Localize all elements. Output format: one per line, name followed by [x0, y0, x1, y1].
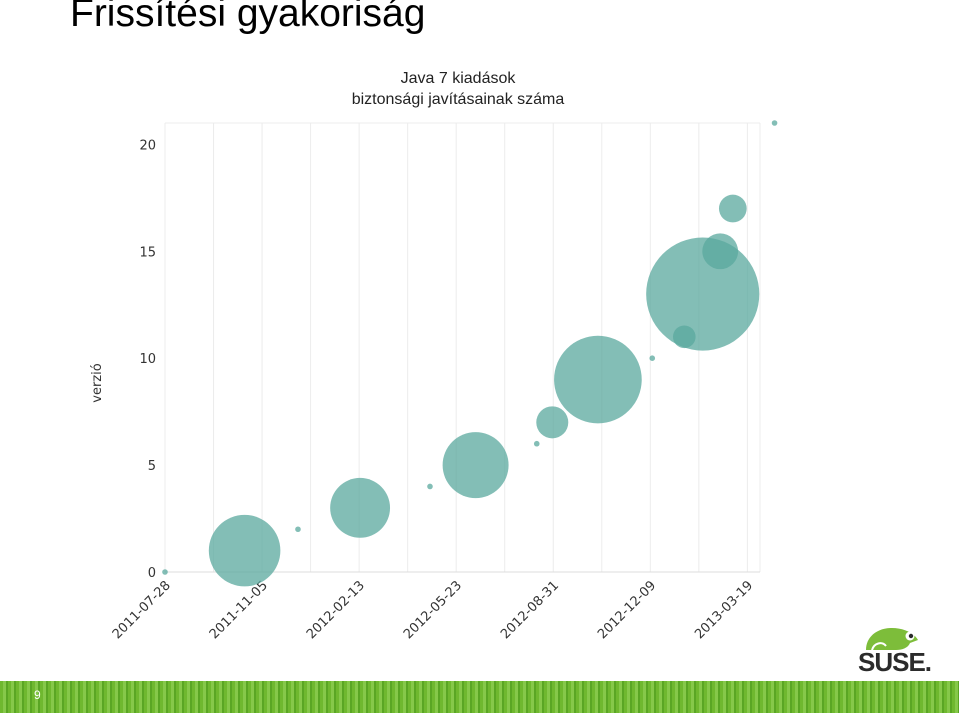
x-tick-label: 2012-05-23 [401, 578, 465, 642]
x-tick-label: 2012-08-31 [498, 578, 562, 642]
y-tick-label: 10 [139, 352, 156, 367]
y-tick-label: 15 [139, 245, 156, 260]
bubble-v15 [702, 233, 739, 270]
page-number: 9 [34, 688, 41, 702]
bubble-v3 [330, 477, 391, 538]
bubble-v5 [442, 432, 509, 499]
tick-layer: 0 5 10 15 20 2011-07-28 2011-11-05 2012-02-13 20… [110, 138, 756, 642]
slide-title: Frissítési gyakoriság [70, 0, 426, 35]
bubble-v13 [646, 237, 760, 351]
y-tick-label: 0 [148, 566, 156, 581]
footer-bar [0, 681, 959, 713]
bubble-v7 [536, 406, 569, 439]
chameleon-icon [866, 628, 918, 651]
bubble-v6 [533, 440, 540, 447]
x-tick-label: 2012-02-13 [304, 578, 368, 642]
x-tick-label: 2012-12-09 [595, 578, 659, 642]
x-tick-label: 2011-07-28 [110, 578, 174, 642]
bubble-v21 [771, 120, 778, 126]
x-tick-label: 2013-03-19 [692, 578, 756, 642]
chart-title: Java 7 kiadások [401, 70, 517, 87]
x-tick-label: 2011-11-05 [207, 578, 271, 642]
bubble-v4 [427, 483, 433, 490]
bubble-v11 [672, 325, 696, 349]
bubble-v2 [295, 526, 301, 533]
grid-layer [164, 122, 761, 573]
bubble-v9 [554, 335, 642, 424]
suse-logo: SUSE. [858, 626, 950, 677]
bubble-v10 [649, 355, 656, 361]
y-axis-label: verzió [90, 363, 105, 402]
chart-subtitle: biztonsági javításainak száma [352, 91, 565, 108]
bubble-layer [162, 120, 778, 587]
y-tick-label: 5 [148, 459, 156, 474]
bubble-v1 [208, 514, 281, 587]
bubble-v0 [162, 569, 168, 575]
y-tick-label: 20 [139, 138, 156, 153]
logo-text: SUSE. [858, 647, 932, 677]
bubble-v17 [718, 194, 747, 223]
